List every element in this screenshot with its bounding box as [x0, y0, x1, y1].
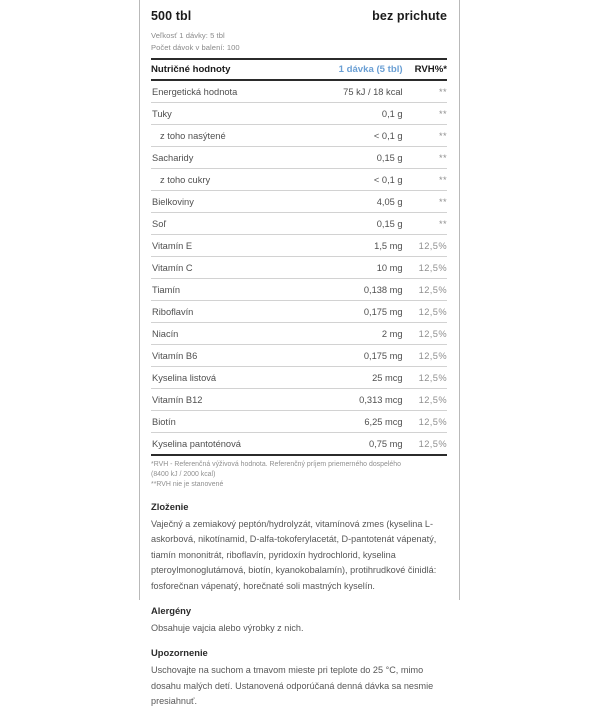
table-body: Energetická hodnota 75 kJ / 18 kcal ** Tuky…	[151, 80, 447, 456]
nutrient-name: Bielkoviny	[151, 190, 317, 213]
nutrient-name: Biotín	[151, 410, 317, 433]
serving-size: Veľkosť 1 dávky: 5 tbl	[151, 31, 225, 40]
nutrient-amount: 0,313 mcg	[316, 388, 403, 411]
nutrient-name: Vitamín E	[151, 234, 317, 257]
nutrient-name: Vitamín B6	[151, 344, 317, 367]
table-row: Riboflavín 0,175 mg 12,5%	[151, 300, 447, 323]
table-row: Tuky 0,1 g **	[151, 102, 447, 125]
nutrient-name: Kyselina listová	[151, 366, 317, 389]
nutrient-name: Vitamín B12	[151, 388, 317, 411]
nutrient-amount: 1,5 mg	[316, 234, 403, 257]
footnote-energy-reference: (8400 kJ / 2000 kcal)	[151, 471, 216, 478]
product-flavour: bez prichute	[372, 9, 447, 23]
nutrient-amount: 2 mg	[316, 322, 403, 345]
nutrient-name: Niacín	[151, 322, 317, 345]
nutrient-amount: 0,1 g	[316, 102, 403, 125]
nutrient-name: Soľ	[151, 212, 317, 235]
table-row: Kyselina pantoténová 0,75 mg 12,5%	[151, 432, 447, 456]
nutrient-name: Tuky	[151, 102, 317, 125]
servings-per-container: Počet dávok v balení: 100	[151, 42, 240, 52]
nutrient-rvh-percent: 12,5%	[402, 388, 447, 411]
table-row: Kyselina listová 25 mcg 12,5%	[151, 366, 447, 389]
nutrition-label-panel: 500 tbl bez prichute Veľkosť 1 dávky: 5 …	[139, 0, 460, 706]
nutrient-amount: 0,138 mg	[316, 278, 403, 301]
nutrient-amount: 0,15 g	[316, 146, 403, 169]
table-row: Vitamín E 1,5 mg 12,5%	[151, 234, 447, 257]
table-row: Bielkoviny 4,05 g **	[151, 190, 447, 213]
section-title: Zloženie	[151, 501, 189, 512]
table-row: Vitamín C 10 mg 12,5%	[151, 256, 447, 279]
nutrient-rvh-percent: 12,5%	[402, 278, 447, 301]
table-row: Biotín 6,25 mcg 12,5%	[151, 410, 447, 433]
nutrient-name: Vitamín C	[151, 256, 317, 279]
table-row: Vitamín B6 0,175 mg 12,5%	[151, 344, 447, 367]
table-row: Energetická hodnota 75 kJ / 18 kcal **	[151, 80, 447, 103]
table-row: Soľ 0,15 g **	[151, 212, 447, 235]
nutrient-rvh-percent: 12,5%	[402, 322, 447, 345]
nutrient-rvh-percent: **	[402, 212, 447, 235]
nutrient-amount: 4,05 g	[316, 190, 403, 213]
nutrient-amount: < 0,1 g	[316, 168, 403, 191]
footnote-rvh-not-established: **RVH nie je stanovené	[151, 481, 224, 488]
footnotes: *RVH - Referenčná výživová hodnota. Refe…	[151, 460, 447, 490]
nutrient-rvh-percent: 12,5%	[402, 256, 447, 279]
table-row: Sacharidy 0,15 g **	[151, 146, 447, 169]
nutrient-amount: 0,15 g	[316, 212, 403, 235]
table-row: Niacín 2 mg 12,5%	[151, 322, 447, 345]
table-row: Tiamín 0,138 mg 12,5%	[151, 278, 447, 301]
nutrient-amount: < 0,1 g	[316, 124, 403, 147]
text-sections: Zloženie Vaječný a zemiakový peptón/hydro…	[151, 501, 447, 710]
product-title: 500 tbl	[151, 9, 192, 23]
column-header-nutrient: Nutričné hodnoty	[151, 58, 317, 81]
nutrient-amount: 75 kJ / 18 kcal	[316, 80, 403, 103]
nutrient-rvh-percent: 12,5%	[402, 410, 447, 433]
nutrient-rvh-percent: 12,5%	[402, 366, 447, 389]
nutrient-rvh-percent: **	[402, 124, 447, 147]
section-title: Alergény	[151, 605, 192, 617]
nutrient-name: z toho nasýtené	[151, 124, 317, 147]
nutrient-amount: 25 mcg	[316, 366, 403, 389]
nutrient-rvh-percent: 12,5%	[402, 300, 447, 323]
section-title: Upozornenie	[151, 647, 208, 659]
column-header-rvh: RVH%*	[402, 58, 447, 81]
product-header: 500 tbl bez prichute	[151, 9, 447, 23]
nutrient-rvh-percent: 12,5%	[402, 344, 447, 367]
column-header-serving: 1 dávka (5 tbl)	[316, 58, 403, 81]
nutrient-amount: 10 mg	[316, 256, 403, 279]
table-row: z toho nasýtené < 0,1 g **	[151, 124, 447, 147]
page-background: 500 tbl bez prichute Veľkosť 1 dávky: 5 …	[139, 0, 460, 707]
nutrient-rvh-percent: **	[402, 80, 447, 103]
nutrient-amount: 0,175 mg	[316, 344, 403, 367]
nutrient-rvh-percent: 12,5%	[402, 432, 447, 456]
section-body: Vaječný a zemiakový peptón/hydrolyzát, v…	[151, 519, 437, 591]
table-header-row: Nutričné hodnoty 1 dávka (5 tbl) RVH%*	[151, 58, 447, 81]
nutrient-rvh-percent: **	[402, 190, 447, 213]
nutrient-name: Kyselina pantoténová	[151, 432, 317, 456]
nutrient-rvh-percent: **	[402, 168, 447, 191]
footnote-rvh-definition: *RVH - Referenčná výživová hodnota. Refe…	[151, 461, 401, 468]
nutrient-name: Sacharidy	[151, 146, 317, 169]
nutrient-amount: 0,175 mg	[316, 300, 403, 323]
nutrient-name: Energetická hodnota	[151, 80, 317, 103]
nutrient-name: z toho cukry	[151, 168, 317, 191]
section-body: Uschovajte na suchom a tmavom mieste pri…	[151, 665, 434, 707]
nutrient-rvh-percent: **	[402, 146, 447, 169]
table-row: Vitamín B12 0,313 mcg 12,5%	[151, 388, 447, 411]
nutrient-amount: 6,25 mcg	[316, 410, 403, 433]
nutrient-rvh-percent: **	[402, 102, 447, 125]
nutrient-rvh-percent: 12,5%	[402, 234, 447, 257]
section-body: Obsahuje vajcia alebo výrobky z nich.	[151, 623, 304, 634]
nutrient-amount: 0,75 mg	[316, 432, 403, 456]
nutrient-name: Riboflavín	[151, 300, 317, 323]
nutrition-facts-table: Nutričné hodnoty 1 dávka (5 tbl) RVH%* E…	[151, 58, 447, 456]
nutrient-name: Tiamín	[151, 278, 317, 301]
table-row: z toho cukry < 0,1 g **	[151, 168, 447, 191]
